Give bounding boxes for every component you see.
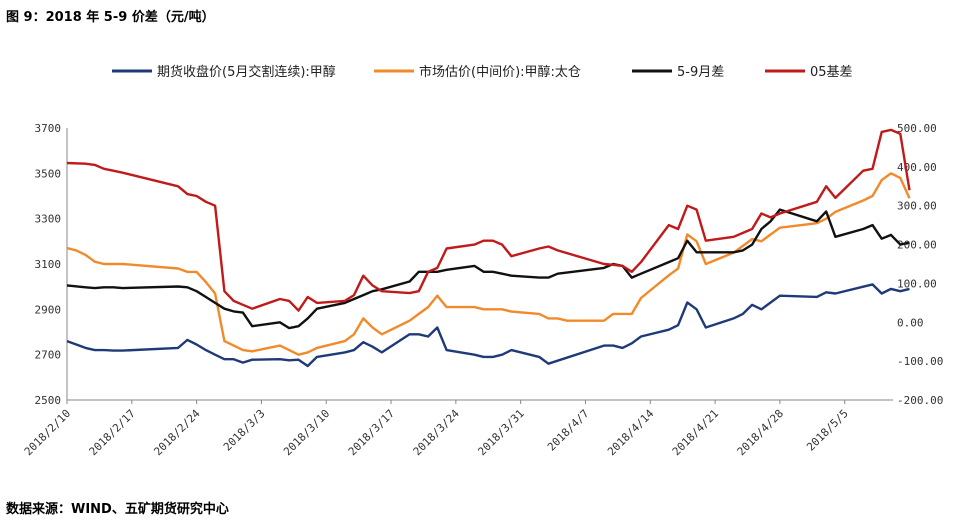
- left-tick-label: 2700: [35, 349, 62, 362]
- figure-source: 数据来源：WIND、五矿期货研究中心: [6, 502, 229, 517]
- series-layer: [66, 128, 911, 368]
- x-tick-label: 2018/5/5: [804, 407, 851, 454]
- series-line-1: [66, 283, 910, 368]
- right-tick-label: 500.00: [897, 122, 937, 135]
- legend-item-2: 市场估价(中间价):甲醇:太仓: [374, 64, 581, 80]
- x-tick-label: 2018/4/28: [735, 407, 786, 458]
- x-tick-label: 2018/4/7: [545, 407, 592, 454]
- right-tick-label: -100.00: [897, 355, 943, 368]
- right-tick-label: 300.00: [897, 200, 937, 213]
- legend-label: 5-9月差: [677, 65, 724, 80]
- right-tick-label: -200.00: [897, 394, 943, 407]
- left-tick-label: 3500: [35, 167, 62, 180]
- legend-label: 期货收盘价(5月交割连续):甲醇: [157, 64, 336, 80]
- x-tick-label: 2018/3/10: [281, 407, 332, 458]
- legend-item-3: 5-9月差: [632, 65, 724, 80]
- x-tick-label: 2018/2/10: [22, 407, 73, 458]
- x-tick-label: 2018/3/3: [221, 407, 268, 454]
- x-tick-label: 2018/3/24: [411, 407, 463, 459]
- x-tick-label: 2018/2/17: [87, 407, 138, 458]
- right-tick-label: 0.00: [897, 316, 924, 329]
- legend-item-4: 05基差: [765, 65, 853, 80]
- left-tick-label: 2500: [35, 394, 62, 407]
- left-tick-label: 3300: [35, 213, 62, 226]
- series-line-2: [66, 172, 911, 356]
- left-axis-ticks: 2500 2700 2900 3100 3300 3500 3700: [35, 122, 62, 407]
- right-tick-label: 400.00: [897, 161, 937, 174]
- right-tick-label: 100.00: [897, 277, 937, 290]
- series-line-3: [66, 208, 910, 330]
- x-tick-label: 2018/4/21: [670, 407, 721, 458]
- right-axis-ticks: -200.00 -100.00 0.00 100.00 200.00 300.00 400.…: [897, 122, 943, 407]
- x-axis-ticks: 2018/2/10 2018/2/17 2018/2/24 2018/3/3 2018/…: [22, 400, 851, 458]
- left-tick-label: 3100: [35, 258, 62, 271]
- figure-title: 图 9：2018 年 5-9 价差（元/吨）: [6, 10, 215, 25]
- series-line-4: [66, 128, 911, 312]
- x-tick-label: 2018/3/31: [475, 407, 526, 458]
- x-tick-label: 2018/4/14: [605, 407, 657, 459]
- right-tick-label: 200.00: [897, 239, 937, 252]
- legend: 期货收盘价(5月交割连续):甲醇 市场估价(中间价):甲醇:太仓 5-9月差 05基差: [112, 64, 853, 80]
- left-tick-label: 2900: [35, 303, 62, 316]
- x-tick-label: 2018/2/24: [151, 407, 203, 459]
- legend-label: 市场估价(中间价):甲醇:太仓: [419, 64, 581, 80]
- legend-label: 05基差: [810, 65, 853, 80]
- x-tick-label: 2018/3/17: [346, 407, 397, 458]
- legend-item-1: 期货收盘价(5月交割连续):甲醇: [112, 64, 336, 80]
- axes: [66, 128, 893, 401]
- left-tick-label: 3700: [35, 122, 62, 135]
